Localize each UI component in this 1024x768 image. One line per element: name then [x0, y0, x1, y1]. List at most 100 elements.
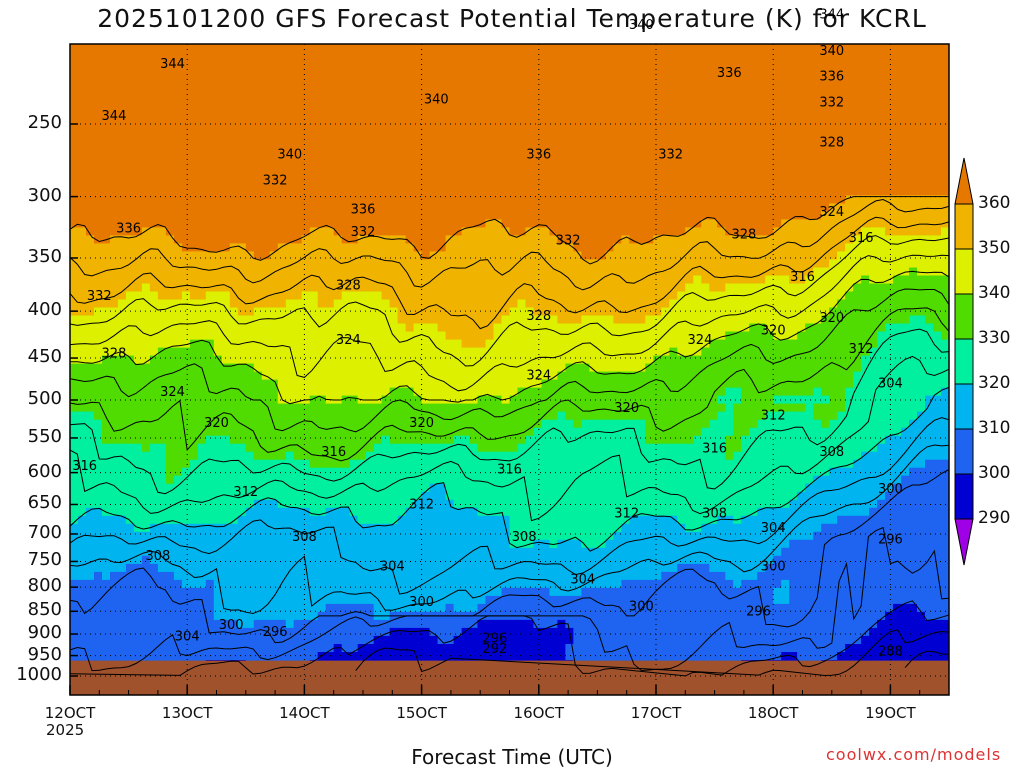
field-cell — [373, 451, 383, 461]
field-cell — [541, 539, 551, 549]
field-cell — [357, 579, 367, 589]
field-cell — [149, 283, 159, 293]
field-cell — [325, 539, 335, 549]
field-cell — [525, 179, 535, 188]
field-cell — [469, 51, 479, 60]
field-cell — [165, 363, 175, 373]
field-cell — [205, 315, 215, 325]
field-cell — [517, 579, 527, 589]
field-cell — [86, 515, 95, 525]
field-cell — [549, 347, 559, 357]
field-cell — [517, 563, 527, 573]
field-cell — [405, 363, 415, 373]
field-cell — [269, 403, 279, 413]
field-cell — [405, 147, 415, 156]
field-cell — [157, 339, 167, 349]
field-cell — [485, 203, 495, 212]
field-cell — [261, 227, 271, 236]
field-cell — [533, 419, 543, 429]
field-cell — [117, 427, 127, 437]
field-cell — [221, 307, 231, 317]
field-cell — [277, 619, 287, 629]
field-cell — [237, 307, 247, 317]
field-cell — [245, 483, 255, 493]
field-cell — [477, 411, 487, 421]
field-cell — [173, 603, 183, 613]
field-cell — [277, 83, 287, 92]
field-cell — [421, 139, 431, 148]
field-cell — [509, 75, 519, 84]
field-cell — [285, 315, 295, 325]
field-cell — [94, 219, 103, 228]
field-cell — [237, 652, 247, 661]
field-cell — [133, 163, 143, 172]
field-cell — [341, 587, 351, 597]
field-cell — [565, 147, 574, 156]
field-cell — [453, 67, 463, 76]
field-cell — [157, 419, 167, 429]
field-cell — [541, 115, 551, 124]
field-cell — [357, 427, 367, 437]
field-cell — [261, 59, 271, 68]
field-cell — [165, 443, 175, 453]
field-cell — [469, 323, 479, 333]
field-cell — [509, 291, 519, 301]
field-cell — [165, 379, 175, 389]
field-cell — [189, 139, 199, 148]
field-cell — [405, 547, 415, 557]
field-cell — [445, 627, 455, 637]
field-cell — [245, 147, 255, 156]
field-cell — [477, 59, 487, 68]
field-cell — [549, 644, 559, 653]
field-cell — [277, 115, 287, 124]
field-cell — [293, 267, 303, 277]
field-cell — [501, 339, 511, 349]
field-cell — [117, 563, 127, 573]
field-cell — [413, 395, 423, 405]
field-cell — [365, 195, 375, 204]
field-cell — [533, 644, 543, 653]
field-cell — [102, 291, 111, 301]
field-cell — [309, 644, 319, 653]
field-cell — [253, 115, 263, 124]
field-cell — [357, 411, 367, 421]
field-cell — [445, 467, 455, 477]
field-cell — [541, 475, 551, 485]
field-cell — [301, 419, 311, 429]
field-cell — [293, 595, 303, 605]
field-cell — [285, 539, 295, 549]
field-cell — [453, 59, 463, 68]
field-cell — [549, 291, 559, 301]
field-cell — [389, 59, 399, 68]
field-cell — [493, 195, 503, 204]
field-cell — [373, 539, 383, 549]
field-cell — [509, 275, 519, 285]
field-cell — [86, 91, 95, 100]
field-cell — [485, 267, 495, 277]
field-cell — [86, 411, 95, 421]
field-cell — [413, 539, 423, 549]
field-cell — [141, 555, 151, 565]
field-cell — [285, 595, 295, 605]
field-cell — [237, 259, 247, 268]
field-cell — [317, 44, 327, 52]
field-cell — [245, 123, 255, 132]
field-cell — [70, 347, 79, 357]
field-cell — [341, 59, 351, 68]
field-cell — [517, 363, 527, 373]
field-cell — [333, 227, 343, 236]
field-cell — [117, 235, 127, 244]
field-cell — [237, 323, 247, 333]
field-cell — [285, 387, 295, 397]
field-cell — [525, 459, 535, 469]
field-cell — [157, 67, 167, 76]
field-cell — [94, 355, 103, 365]
field-cell — [165, 595, 175, 605]
field-cell — [509, 187, 519, 196]
field-cell — [134, 35, 143, 44]
field-cell — [70, 611, 79, 621]
field-cell — [245, 51, 255, 60]
field-cell — [205, 443, 215, 453]
field-cell — [78, 483, 87, 493]
field-cell — [549, 587, 559, 597]
